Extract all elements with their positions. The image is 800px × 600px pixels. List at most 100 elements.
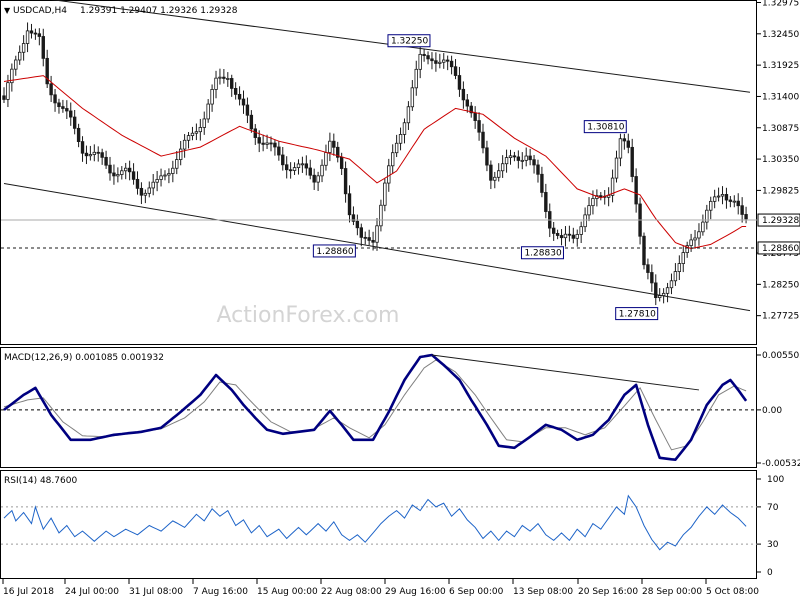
candle-body <box>139 187 144 196</box>
rsi-line <box>3 494 747 551</box>
candle-body <box>712 196 717 202</box>
candle-body <box>402 122 407 135</box>
candle-body <box>92 151 97 155</box>
candle-body <box>579 226 583 235</box>
candle-body <box>2 95 6 100</box>
current-price-box <box>757 213 800 227</box>
candle-body <box>249 114 254 130</box>
candle-body <box>332 140 336 148</box>
candle-body <box>124 167 128 172</box>
candle-body <box>697 231 701 239</box>
candle-body <box>434 60 438 64</box>
candle-body <box>520 159 524 162</box>
candle-body <box>41 36 45 59</box>
candle-body <box>442 59 446 63</box>
candle-body <box>371 239 375 243</box>
candle-body <box>571 234 576 239</box>
candle-body <box>226 78 230 80</box>
candle-body <box>104 156 108 166</box>
rsi-tick-label: 30 <box>767 540 779 550</box>
candle-body <box>88 154 93 157</box>
candle-body <box>681 252 685 264</box>
candle-body <box>53 94 57 104</box>
candle-body <box>630 146 634 177</box>
candle-body <box>661 292 666 296</box>
price-axis-ticks: 1.32975 1.32450 1.31925 1.31400 1.30875 1.303… <box>757 0 799 322</box>
candle-body <box>116 174 120 177</box>
candle-body <box>465 99 470 107</box>
candle-body <box>288 169 293 172</box>
candle-body <box>281 154 285 166</box>
candle-body <box>453 66 458 76</box>
candle-body <box>379 204 383 227</box>
candle-body <box>261 142 265 145</box>
candle-body <box>108 164 112 174</box>
candle-body <box>493 176 497 181</box>
candle-body <box>445 59 450 62</box>
candle-body <box>84 152 89 157</box>
candle-body <box>642 235 646 266</box>
rsi-panel <box>0 470 757 579</box>
price-tick-label: 1.32450 <box>762 30 799 40</box>
candle-body <box>716 195 721 198</box>
candle-body <box>740 205 744 215</box>
candle-body <box>398 134 403 144</box>
swing-label: 1.30810 <box>587 123 624 133</box>
candle-body <box>724 194 729 201</box>
candle-body <box>143 192 148 196</box>
time-tick-label: 24 Jul 00:00 <box>65 587 119 597</box>
candle-body <box>265 142 269 145</box>
candle-body <box>347 193 352 216</box>
candle-body <box>257 137 261 144</box>
candle-body <box>516 156 521 161</box>
candle-body <box>512 155 517 158</box>
rsi-title: RSI(14) 48.7600 <box>4 476 77 486</box>
candle-body <box>198 127 203 133</box>
candle-body <box>230 78 234 89</box>
price-tick-label: 1.31925 <box>762 61 799 71</box>
price-panel <box>0 0 757 345</box>
time-tick-label: 5 Oct 08:00 <box>706 587 759 597</box>
candle-body <box>237 93 242 100</box>
candle-body <box>614 157 619 179</box>
candle-body <box>343 168 348 195</box>
time-tick-label: 7 Aug 16:00 <box>193 587 248 597</box>
price-tick-label: 1.30350 <box>762 155 799 165</box>
candle-body <box>508 155 513 159</box>
candle-body <box>689 239 693 247</box>
candle-body <box>25 30 30 44</box>
candle-body <box>324 152 328 166</box>
candle-body <box>355 220 360 229</box>
candle-body <box>155 179 159 183</box>
candle-body <box>673 271 678 282</box>
candle-body <box>269 142 273 145</box>
candle-body <box>328 140 332 153</box>
candle-body <box>709 200 713 211</box>
candle-body <box>175 159 179 169</box>
swing-label: 1.27810 <box>619 310 656 320</box>
candle-body <box>178 148 183 160</box>
candle-body <box>190 132 195 137</box>
candle-body <box>61 106 65 109</box>
candle-body <box>426 55 430 60</box>
candle-body <box>410 87 415 108</box>
candle-body <box>414 68 418 89</box>
time-tick-label: 28 Sep 00:00 <box>642 587 702 597</box>
time-tick-label: 20 Sep 16:00 <box>578 587 638 597</box>
price-tick-label: 1.27725 <box>762 312 799 322</box>
price-title-triangle: ▼ <box>4 6 11 15</box>
swing-label: 1.28830 <box>524 249 561 259</box>
time-axis: 16 Jul 2018 24 Jul 00:00 31 Jul 08:00 7 Aug… <box>2 579 759 597</box>
candle-body <box>147 187 151 194</box>
candle-body <box>438 61 442 64</box>
candle-body <box>685 245 689 254</box>
candle-body <box>622 138 627 142</box>
swing-label: 1.32250 <box>391 37 428 47</box>
time-tick-label: 31 Jul 08:00 <box>129 587 183 597</box>
candle-body <box>477 120 481 133</box>
price-levels: 1.29328 1.28860 <box>1 213 800 255</box>
candle-body <box>744 214 748 220</box>
candle-body <box>610 177 615 196</box>
candle-body <box>171 167 175 174</box>
candle-body <box>599 195 603 198</box>
